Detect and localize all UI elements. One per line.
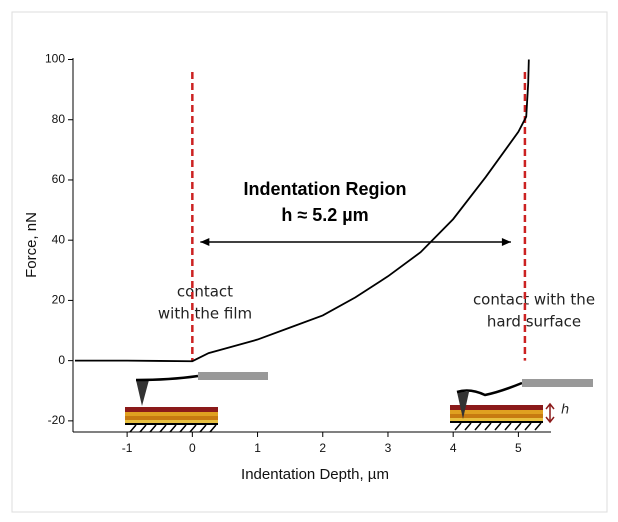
annotation-title: Indentation Region	[244, 179, 407, 199]
cartoon-film	[125, 372, 268, 432]
cartoon-hard: h	[450, 379, 593, 430]
x-tick-label: 4	[450, 441, 457, 455]
y-tick-label: 40	[52, 232, 66, 246]
annotation-film: contact	[177, 283, 233, 301]
y-tick-label: 0	[58, 353, 65, 367]
frame	[12, 12, 607, 512]
y-tick-label: 20	[52, 293, 66, 307]
x-tick-label: 1	[254, 441, 261, 455]
y-axis-title: Force, nN	[23, 212, 40, 278]
annotation-film: with the film	[158, 305, 252, 323]
y-tick-label: 100	[45, 52, 65, 66]
annotation-depth: h ≈ 5.2 µm	[281, 205, 368, 225]
chart: Indentation Depth, µm Force, nN Indentat…	[0, 0, 618, 518]
annotation-hard: contact with the	[473, 291, 595, 309]
x-tick-label: -1	[122, 441, 133, 455]
x-tick-label: 5	[515, 441, 522, 455]
arrow-head	[502, 238, 511, 246]
x-tick-label: 0	[189, 441, 196, 455]
y-tick-label: 60	[52, 172, 66, 186]
x-tick-label: 2	[319, 441, 326, 455]
y-tick-label: 80	[52, 112, 66, 126]
arrow-head	[200, 238, 209, 246]
x-axis-title: Indentation Depth, µm	[241, 466, 389, 483]
y-tick-label: -20	[48, 413, 66, 427]
h-label: h	[561, 403, 569, 418]
x-tick-label: 3	[385, 441, 392, 455]
annotation-hard: hard surface	[487, 313, 581, 331]
